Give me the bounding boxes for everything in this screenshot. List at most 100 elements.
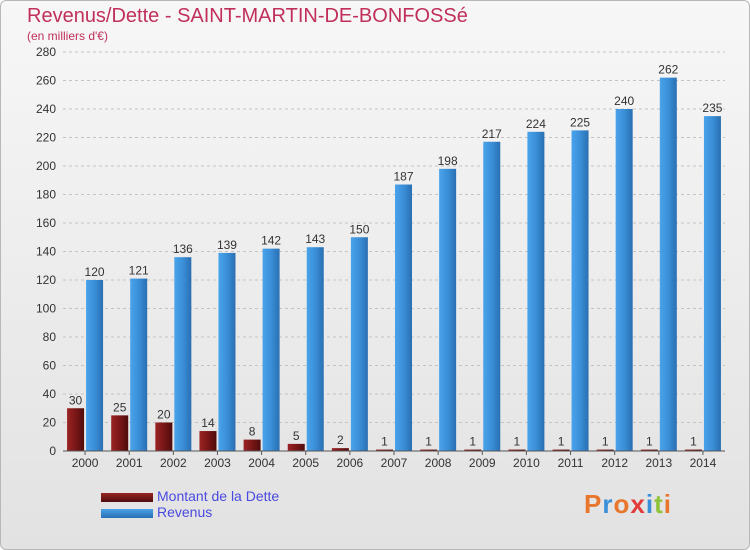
value-label-dette: 1 bbox=[690, 435, 697, 449]
value-labels: 30 120 25 121 20 136 14 139 8 142 5 143 2 150 1 187 1 198… bbox=[69, 63, 723, 449]
legend-swatch-dette bbox=[101, 493, 153, 502]
value-label-revenus: 262 bbox=[658, 63, 678, 77]
value-label-revenus: 150 bbox=[349, 222, 369, 236]
logo-letter: i bbox=[663, 489, 672, 519]
value-label-dette: 20 bbox=[157, 408, 171, 422]
y-axis-ticks: 0 20 40 60 80 100 120 140 160 180 200 220 240 260 280 bbox=[36, 45, 56, 458]
y-tick-label: 240 bbox=[36, 102, 56, 116]
bar-dette bbox=[67, 408, 85, 451]
x-tick-label: 2012 bbox=[601, 456, 628, 470]
value-label-revenus: 224 bbox=[526, 117, 546, 131]
logo-letter: o bbox=[613, 489, 631, 519]
value-label-revenus: 142 bbox=[261, 234, 281, 248]
bar-dette bbox=[640, 449, 658, 451]
bar-dette bbox=[596, 449, 614, 451]
bar-dette bbox=[155, 422, 173, 451]
y-tick-label: 220 bbox=[36, 131, 56, 145]
x-tick-label: 2000 bbox=[72, 456, 99, 470]
bar-revenus bbox=[439, 168, 457, 451]
value-label-dette: 14 bbox=[201, 416, 215, 430]
bar-revenus bbox=[174, 257, 192, 451]
y-tick-label: 280 bbox=[36, 45, 56, 59]
x-axis-ticks: 2000 2001 2002 2003 2004 2005 2006 2007 2008 2009… bbox=[72, 451, 717, 470]
x-tick-label: 2001 bbox=[116, 456, 143, 470]
bar-revenus bbox=[306, 247, 324, 451]
bar-revenus bbox=[571, 130, 589, 451]
bar-dette bbox=[243, 439, 261, 451]
x-tick-label: 2011 bbox=[558, 456, 584, 470]
value-label-dette: 1 bbox=[381, 435, 388, 449]
logo-letter: t bbox=[654, 489, 664, 519]
value-label-revenus: 225 bbox=[570, 115, 590, 129]
x-tick-label: 2004 bbox=[248, 456, 275, 470]
value-label-dette: 25 bbox=[113, 400, 127, 414]
bar-revenus bbox=[615, 109, 633, 451]
proxiti-logo: Proxiti bbox=[584, 489, 672, 520]
bar-dette bbox=[420, 449, 438, 451]
bar-dette bbox=[199, 431, 217, 451]
y-tick-label: 260 bbox=[36, 74, 56, 88]
logo-letter: i bbox=[645, 489, 655, 519]
y-tick-label: 100 bbox=[36, 302, 56, 316]
y-tick-label: 140 bbox=[36, 245, 56, 259]
bar-dette bbox=[376, 449, 393, 451]
y-tick-label: 80 bbox=[43, 330, 57, 344]
bar-revenus bbox=[86, 280, 104, 451]
value-label-revenus: 235 bbox=[702, 101, 722, 115]
value-label-revenus: 187 bbox=[393, 170, 413, 184]
bar-revenus bbox=[527, 131, 545, 452]
y-tick-label: 160 bbox=[36, 216, 56, 230]
x-tick-label: 2007 bbox=[381, 456, 408, 470]
value-label-dette: 2 bbox=[337, 433, 344, 447]
bar-dette bbox=[331, 448, 349, 451]
bar-revenus bbox=[659, 77, 677, 452]
bar-dette bbox=[552, 449, 570, 451]
bar-revenus bbox=[483, 141, 501, 451]
value-label-dette: 30 bbox=[69, 393, 83, 407]
x-tick-label: 2003 bbox=[204, 456, 231, 470]
bar-dette bbox=[111, 415, 129, 451]
bar-dette bbox=[287, 443, 305, 451]
x-tick-label: 2005 bbox=[292, 456, 319, 470]
value-label-revenus: 240 bbox=[614, 94, 634, 108]
value-label-dette: 1 bbox=[425, 435, 432, 449]
bar-dette bbox=[684, 449, 702, 451]
y-tick-label: 180 bbox=[36, 188, 56, 202]
logo-letter: P bbox=[584, 489, 603, 519]
bar-revenus bbox=[703, 116, 721, 451]
bar-dette bbox=[508, 449, 526, 451]
bar-revenus bbox=[218, 252, 236, 451]
value-label-revenus: 217 bbox=[482, 127, 502, 141]
value-label-dette: 1 bbox=[514, 435, 521, 449]
chart-title: Revenus/Dette - SAINT-MARTIN-DE-BONFOSSé bbox=[27, 5, 468, 27]
bar-revenus bbox=[350, 237, 368, 451]
bar-dette bbox=[464, 449, 482, 451]
value-label-revenus: 121 bbox=[129, 264, 149, 278]
x-tick-label: 2009 bbox=[469, 456, 496, 470]
x-tick-label: 2013 bbox=[645, 456, 672, 470]
value-label-revenus: 136 bbox=[173, 242, 193, 256]
grid-lines bbox=[63, 51, 725, 452]
bar-revenus bbox=[262, 248, 280, 451]
value-label-revenus: 198 bbox=[438, 154, 458, 168]
x-tick-label: 2010 bbox=[513, 456, 540, 470]
logo-letter: x bbox=[630, 489, 646, 519]
x-tick-label: 2008 bbox=[425, 456, 452, 470]
y-tick-label: 40 bbox=[43, 387, 57, 401]
y-tick-label: 60 bbox=[43, 359, 57, 373]
value-label-dette: 1 bbox=[469, 435, 476, 449]
value-label-dette: 1 bbox=[646, 435, 653, 449]
bar-revenus bbox=[395, 184, 412, 451]
value-label-revenus: 139 bbox=[217, 238, 237, 252]
bar-revenus bbox=[130, 278, 148, 451]
chart-subtitle: (en milliers d'€) bbox=[27, 29, 108, 43]
value-label-revenus: 120 bbox=[85, 265, 105, 279]
y-tick-label: 0 bbox=[49, 444, 56, 458]
y-tick-label: 200 bbox=[36, 159, 56, 173]
value-label-dette: 5 bbox=[293, 429, 300, 443]
x-tick-label: 2006 bbox=[337, 456, 364, 470]
y-tick-label: 20 bbox=[43, 416, 57, 430]
value-label-dette: 1 bbox=[602, 435, 609, 449]
value-label-revenus: 143 bbox=[305, 232, 325, 246]
